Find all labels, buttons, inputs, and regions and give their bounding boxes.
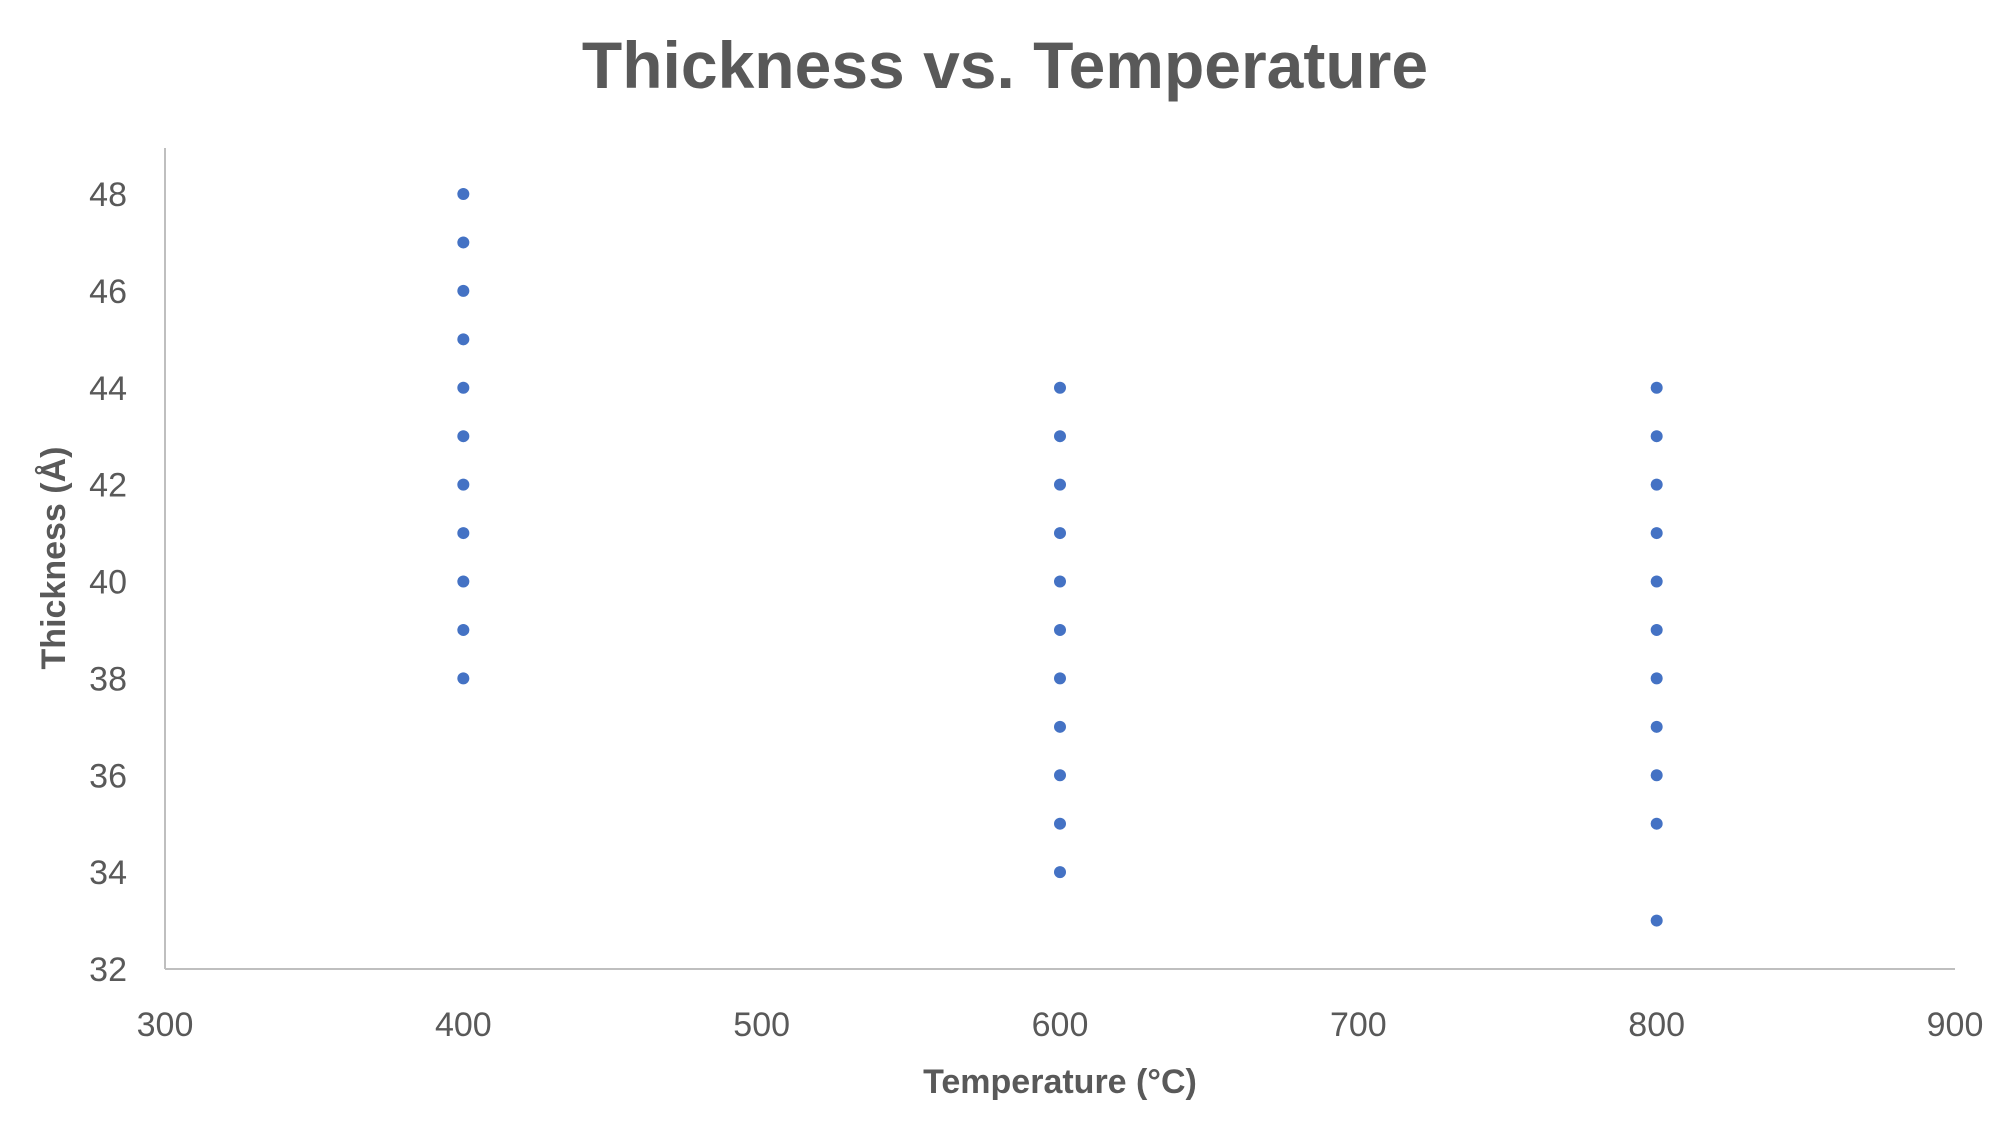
data-point	[1054, 381, 1066, 394]
y-tick-label: 42	[89, 467, 127, 505]
data-point	[1054, 817, 1066, 830]
data-point	[457, 188, 470, 200]
x-tick-label: 400	[435, 1006, 492, 1044]
data-point	[1650, 914, 1663, 927]
y-tick-label: 36	[89, 757, 127, 795]
data-point	[1650, 575, 1663, 588]
data-point	[457, 333, 470, 346]
data-point	[1054, 769, 1066, 782]
y-tick-label: 44	[89, 370, 127, 408]
data-point	[1054, 430, 1066, 443]
data-point	[1054, 866, 1066, 879]
x-tick-label: 600	[1032, 1006, 1089, 1044]
y-tick-labels: 32 34 36 38 40 42 44 46 48	[89, 176, 127, 989]
y-axis-title: Thickness (Å)	[35, 447, 73, 670]
data-point	[457, 478, 470, 491]
data-point	[1054, 623, 1066, 636]
data-point	[1650, 527, 1663, 540]
x-tick-label: 800	[1628, 1006, 1685, 1044]
data-point	[457, 381, 470, 394]
data-point	[457, 236, 470, 249]
data-point	[1650, 478, 1663, 491]
x-tick-label: 700	[1330, 1006, 1387, 1044]
x-tick-labels: 300 400 500 600 700 800 900	[137, 1006, 1984, 1044]
x-tick-label: 300	[137, 1006, 194, 1044]
y-tick-label: 34	[89, 854, 127, 892]
data-point	[457, 672, 470, 685]
data-point	[457, 527, 470, 540]
data-points	[457, 188, 1663, 927]
data-point	[1650, 720, 1663, 733]
data-point	[1650, 672, 1663, 685]
chart-title: Thickness vs. Temperature	[582, 28, 1428, 102]
data-point	[1650, 769, 1663, 782]
data-point	[457, 430, 470, 443]
y-tick-label: 40	[89, 564, 127, 602]
x-tick-label: 500	[733, 1006, 790, 1044]
data-point	[1650, 817, 1663, 830]
data-point	[1054, 575, 1066, 588]
y-tick-label: 32	[89, 951, 127, 989]
x-tick-label: 900	[1927, 1006, 1984, 1044]
y-tick-label: 46	[89, 273, 127, 311]
data-point	[457, 623, 470, 636]
data-point	[457, 575, 470, 588]
axes	[164, 148, 1955, 970]
data-point	[457, 284, 470, 297]
y-tick-label: 38	[89, 660, 127, 698]
y-tick-label: 48	[89, 176, 127, 214]
x-axis-title: Temperature (°C)	[923, 1063, 1197, 1101]
data-point	[1650, 623, 1663, 636]
data-point	[1054, 672, 1066, 685]
data-point	[1054, 478, 1066, 491]
data-point	[1650, 381, 1663, 394]
data-point	[1054, 720, 1066, 733]
data-point	[1054, 527, 1066, 540]
data-point	[1650, 430, 1663, 443]
